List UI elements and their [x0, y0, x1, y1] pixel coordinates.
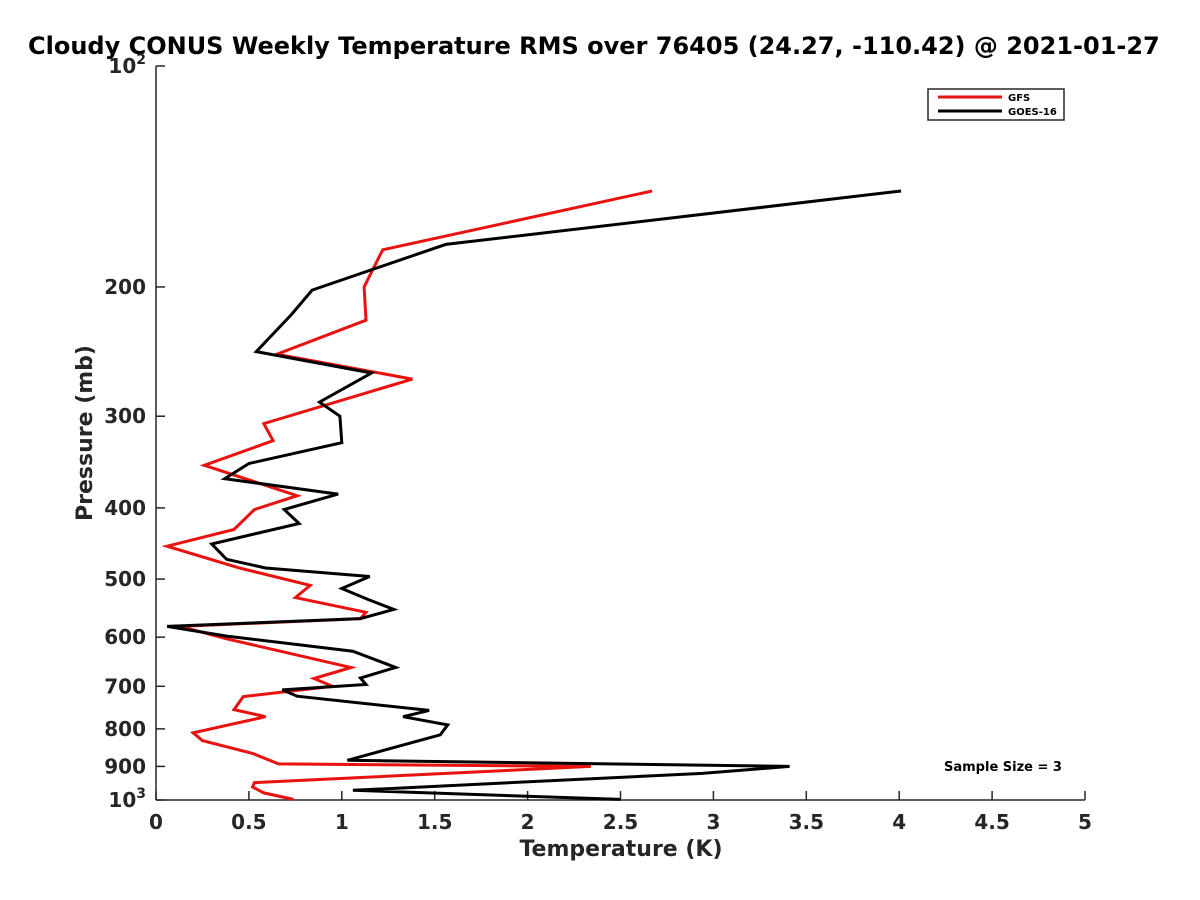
x-tick-label: 5 — [1078, 810, 1092, 834]
x-tick-label: 3.5 — [789, 810, 824, 834]
x-axis-label: Temperature (K) — [519, 837, 722, 862]
sample-size-annotation: Sample Size = 3 — [944, 760, 1062, 775]
x-tick-label: 2.5 — [603, 810, 638, 834]
x-tick-label: 0.5 — [231, 810, 266, 834]
series-line-goes-16 — [166, 189, 902, 801]
y-axis-ticks: 102 200 300 400 500 600 700 800 900 103 — [104, 52, 165, 812]
y-axis-label: Pressure (mb) — [73, 345, 98, 521]
y-tick-label: 900 — [104, 754, 146, 778]
y-tick-label: 102 — [108, 52, 146, 78]
x-tick-label: 0 — [149, 810, 163, 834]
y-tick-label: 500 — [104, 567, 146, 591]
y-tick-label: 700 — [104, 674, 146, 698]
x-tick-label: 1 — [335, 810, 349, 834]
legend-box — [927, 88, 1065, 121]
x-axis-ticks: 0 0.5 1 1.5 2 2.5 3 3.5 4 4.5 5 — [149, 791, 1092, 834]
chart-series — [161, 189, 902, 801]
legend-label-gfs: GFS — [1008, 93, 1030, 104]
chart-title: Cloudy CONUS Weekly Temperature RMS over… — [28, 32, 1160, 60]
y-tick-label: 400 — [104, 496, 146, 520]
x-tick-label: 4.5 — [974, 810, 1009, 834]
y-tick-label: 200 — [104, 275, 146, 299]
x-tick-label: 1.5 — [417, 810, 452, 834]
x-tick-label: 2 — [521, 810, 535, 834]
y-tick-label: 103 — [108, 786, 146, 812]
x-tick-label: 4 — [892, 810, 906, 834]
y-tick-label: 600 — [104, 625, 146, 649]
legend-label-goes-16: GOES-16 — [1008, 107, 1057, 118]
y-tick-label: 300 — [104, 404, 146, 428]
x-tick-label: 3 — [706, 810, 720, 834]
y-tick-label: 800 — [104, 717, 146, 741]
chart-legend: GFS GOES-16 — [927, 88, 1065, 121]
